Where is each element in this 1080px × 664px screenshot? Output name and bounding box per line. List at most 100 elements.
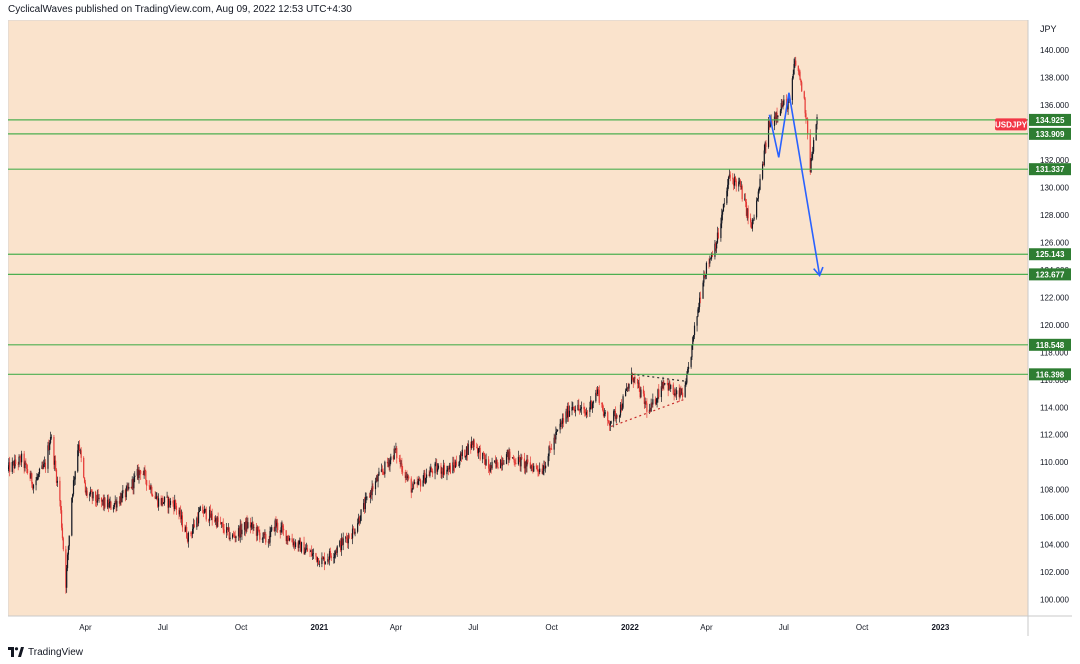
candle-body (745, 202, 748, 216)
candle-body (464, 449, 466, 458)
candle-body (636, 378, 639, 384)
candle-body (12, 461, 14, 463)
triangle-upper-line (632, 373, 686, 382)
candle-body (509, 451, 511, 458)
candle-body (578, 404, 580, 410)
candle-body (400, 463, 402, 465)
candle-body (515, 463, 517, 465)
candle-body (637, 382, 639, 384)
candle-body (178, 509, 180, 515)
candle-body (270, 530, 272, 532)
candle-body (589, 407, 591, 412)
candle-body (169, 500, 172, 506)
level-badge-label: 125.143 (1036, 250, 1065, 259)
candle-body (750, 218, 752, 223)
candle-body (386, 461, 389, 464)
candle-body (435, 463, 437, 465)
candle-body (732, 177, 734, 180)
candle-body (187, 532, 189, 542)
candle-body (804, 98, 806, 114)
candle-body (715, 243, 717, 249)
candle-body (520, 457, 522, 467)
candle-body (684, 384, 686, 397)
level-badge (1029, 368, 1071, 381)
candle-body (318, 564, 320, 565)
x-tick-label: Jul (158, 623, 168, 632)
candle-body (231, 534, 234, 538)
annotations (610, 92, 824, 428)
y-tick-label: 120.000 (1040, 321, 1069, 330)
candle-body (245, 521, 247, 532)
plot-background[interactable] (7, 19, 1029, 617)
candle-body (127, 486, 129, 489)
candle-body (377, 475, 379, 482)
candle-body (669, 382, 671, 389)
candle-body (756, 200, 758, 218)
candle-body (371, 486, 373, 496)
y-tick-label: 106.000 (1040, 513, 1069, 522)
candle-body (238, 528, 240, 538)
candle-body (703, 274, 705, 283)
candle-body (774, 116, 776, 120)
candle-body (769, 122, 771, 128)
candle-body (626, 388, 628, 389)
candle-body (502, 462, 504, 465)
candle-body (300, 540, 302, 552)
candle-body (271, 527, 273, 531)
candle-body (151, 486, 153, 495)
candle-body (702, 282, 704, 299)
candle-body (398, 458, 400, 459)
candle-body (358, 517, 360, 523)
candle-body (121, 493, 123, 503)
candle-body (579, 408, 582, 411)
chart-svg[interactable]: JPY 100.000 102.000 104.000 106.000 108.000 1… (7, 19, 1072, 636)
candle-body (312, 553, 315, 554)
candle-body (315, 553, 317, 557)
candle-body (660, 386, 662, 398)
candle-body (661, 386, 663, 389)
y-tick-label: 122.000 (1040, 293, 1069, 302)
candle-body (9, 462, 11, 472)
candle-body (672, 384, 674, 395)
candle-body (125, 487, 127, 498)
candle-body (113, 503, 115, 508)
level-badge-label: 118.548 (1036, 341, 1065, 350)
candle-body (489, 465, 491, 472)
candle-body (109, 501, 111, 504)
candle-body (513, 458, 515, 463)
candle-body (764, 142, 766, 151)
chart-frame[interactable]: JPY 100.000 102.000 104.000 106.000 108.000 1… (7, 19, 1072, 636)
level-badge (1029, 268, 1071, 281)
candle-body (501, 462, 503, 466)
candle-body (491, 461, 493, 469)
y-tick-label: 126.000 (1040, 238, 1069, 247)
candle-body (508, 451, 510, 460)
candle-body (179, 510, 181, 515)
candle-body (465, 456, 467, 458)
candle-body (114, 500, 116, 504)
candle-body (72, 494, 74, 498)
y-tick-label: 128.000 (1040, 211, 1069, 220)
candle-body (559, 423, 561, 430)
candle-body (160, 498, 162, 505)
candle-body (226, 527, 229, 531)
candle-body (118, 501, 121, 504)
candle-body (134, 475, 136, 477)
candle-body (633, 376, 635, 382)
candle-body (783, 99, 785, 105)
candle-body (363, 503, 366, 510)
candle-body (174, 500, 176, 510)
level-badge (1029, 113, 1071, 126)
candle-body (60, 510, 63, 528)
symbol-badge-label: USDJPY (995, 120, 1028, 129)
candle-body (246, 521, 248, 528)
candle-body (615, 415, 617, 419)
candle-body (716, 232, 719, 243)
y-tick-label: 136.000 (1040, 101, 1069, 110)
candle-body (180, 510, 182, 520)
candle-body (556, 430, 558, 433)
candle-body (288, 540, 290, 541)
candle-body (727, 177, 730, 185)
candle-body (506, 449, 508, 455)
candle-body (321, 557, 323, 565)
